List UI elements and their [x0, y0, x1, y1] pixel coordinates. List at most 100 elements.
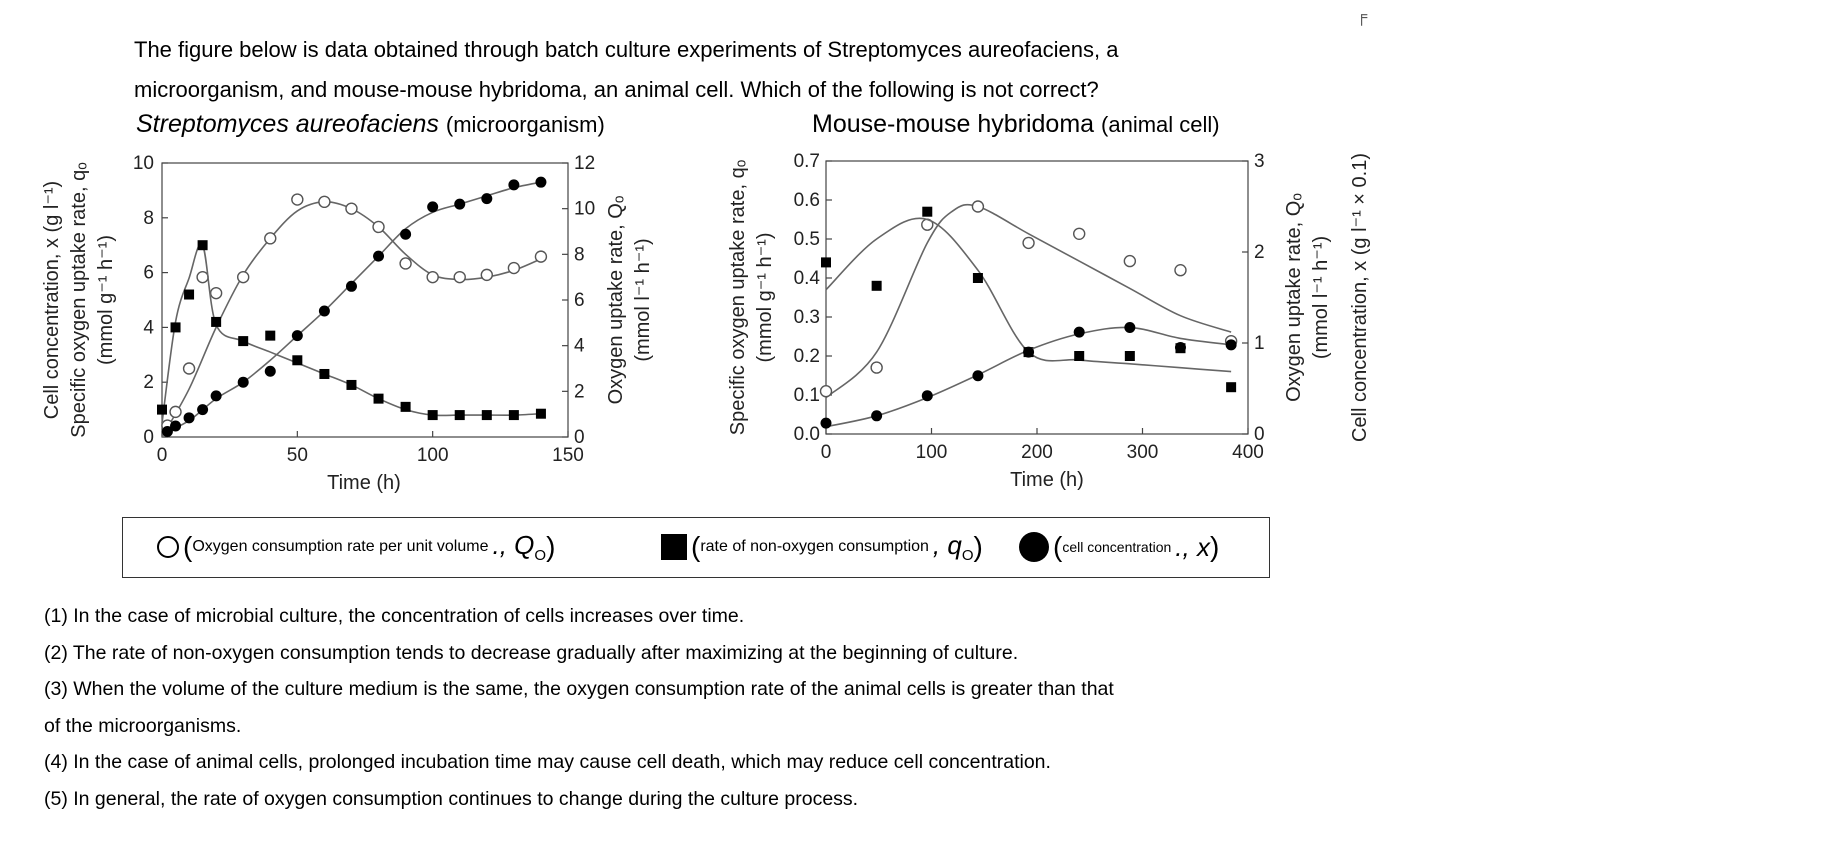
filled-circle-icon	[1019, 532, 1049, 562]
data-point-open-circle	[819, 385, 833, 398]
question-text: The figure below is data obtained throug…	[134, 30, 1254, 110]
y-left-tick-label: 0	[143, 427, 154, 448]
data-point-open-circle	[372, 220, 385, 234]
y-right-axis-label: (mmol l⁻¹ h⁻¹)	[1310, 236, 1332, 359]
data-point-square	[197, 240, 208, 251]
data-point-square	[400, 401, 411, 412]
data-point-filled-circle	[291, 330, 303, 342]
y-left-tick-label: 0.5	[794, 229, 820, 250]
x-tick-label: 150	[552, 445, 584, 466]
data-point-open-circle	[507, 261, 521, 275]
data-point-filled-circle	[427, 201, 439, 213]
legend-paren: (	[1053, 531, 1063, 562]
chart-right: 0 100 200 300 400 0.0 0.1 0.2 0.3 0.4 0.5 0.6 0.7 0 1 2…	[727, 151, 1371, 491]
y-left-axis-label: Cell concentration, x (g l⁻¹)	[41, 181, 63, 419]
y-right-tick-label: 1	[1254, 333, 1265, 354]
data-point-filled-circle	[481, 193, 493, 205]
x-tick-label: 300	[1127, 442, 1159, 463]
x-tick-label: 400	[1232, 442, 1264, 463]
legend-paren-close: )	[973, 531, 983, 562]
y-left-tick-label: 10	[133, 153, 154, 174]
y-right-secondary-axis-label: Cell concentration, x (g l⁻¹ × 0.1)	[1349, 153, 1371, 442]
question-line-2: microorganism, and mouse-mouse hybridoma…	[134, 77, 1099, 102]
data-point-filled-circle	[1124, 322, 1136, 334]
y-left-tick-label: 0.1	[794, 385, 820, 406]
data-point-filled-circle	[535, 176, 547, 188]
option-3: (3) When the volume of the culture mediu…	[44, 678, 1114, 700]
data-point-square	[1074, 351, 1085, 361]
data-point-square	[535, 408, 546, 419]
legend-item-specific-rate: ( rate of non-oxygen consumption , qO )	[661, 518, 983, 576]
x-tick-label: 100	[417, 445, 449, 466]
option-2: (2) The rate of non-oxygen consumption t…	[44, 641, 1019, 664]
data-point-filled-circle	[237, 376, 249, 388]
data-point-open-circle	[182, 362, 196, 375]
data-point-square	[972, 273, 983, 283]
answer-options: (1) In the case of microbial culture, th…	[44, 598, 1244, 817]
legend-symbol: , qO	[932, 529, 974, 565]
data-point-square	[292, 355, 303, 366]
legend-paren-close: )	[546, 531, 556, 562]
y-right-tick-label: 12	[574, 153, 595, 174]
data-point-square	[1124, 351, 1135, 361]
chart-title-left-sub: (microorganism)	[445, 112, 605, 137]
data-point-filled-circle	[972, 370, 984, 382]
data-point-open-circle	[1072, 227, 1086, 241]
data-point-filled-circle	[1225, 339, 1237, 351]
data-point-square	[211, 316, 222, 327]
y-left-tick-label: 2	[143, 372, 154, 393]
data-point-filled-circle	[1174, 342, 1186, 354]
data-point-filled-circle	[161, 426, 173, 438]
data-point-square	[238, 336, 249, 347]
y-right-tick-label: 2	[574, 381, 585, 402]
data-point-square	[373, 393, 384, 404]
y-right-tick-label: 0	[574, 427, 585, 448]
data-point-open-circle	[1123, 254, 1137, 268]
data-point-square	[427, 410, 438, 421]
data-point-open-circle	[870, 361, 883, 374]
data-point-square	[170, 322, 181, 333]
fit-line-Q_O	[825, 203, 1232, 399]
data-point-square	[265, 330, 276, 341]
legend-symbol: ., x	[1175, 531, 1210, 562]
chart-title-left-main: Streptomyces aureofaciens	[136, 110, 439, 138]
y-left-axis-label: Specific oxygen uptake rate, qₒ	[68, 162, 90, 438]
data-point-square	[346, 379, 357, 390]
fit-line-q_O	[161, 243, 541, 424]
data-point-filled-circle	[197, 404, 209, 416]
y-left-axis-label: (mmol g⁻¹ h⁻¹)	[754, 233, 776, 363]
y-right-axis-label: Oxygen uptake rate, Qₒ	[1283, 193, 1305, 402]
x-tick-label: 0	[157, 445, 168, 466]
data-point-open-circle	[264, 232, 277, 245]
data-point-square	[481, 410, 492, 421]
y-left-tick-label: 8	[143, 208, 154, 229]
data-point-open-circle	[291, 193, 304, 206]
legend-item-cell-concentration: ( cell concentration ., x )	[1019, 518, 1219, 576]
data-point-open-circle	[236, 270, 250, 284]
data-point-square	[821, 257, 831, 268]
data-point-open-circle	[169, 405, 182, 419]
data-point-open-circle	[1022, 236, 1035, 250]
data-point-open-circle	[345, 202, 358, 215]
y-left-tick-label: 0.7	[794, 151, 820, 172]
option-1: (1) In the case of microbial culture, th…	[44, 605, 745, 627]
data-point-square	[922, 206, 933, 217]
x-tick-label: 200	[1021, 442, 1053, 463]
data-point-square	[157, 404, 167, 415]
chart-title-left: Streptomyces aureofaciens (microorganism…	[136, 110, 605, 139]
data-point-filled-circle	[400, 228, 412, 240]
y-right-tick-label: 2	[1254, 242, 1265, 263]
y-left-tick-label: 0.0	[794, 424, 820, 445]
y-left-tick-label: 0.3	[794, 307, 820, 328]
data-point-filled-circle	[1023, 346, 1035, 358]
data-point-square	[319, 368, 330, 379]
legend-box: ( Oxygen consumption rate per unit volum…	[122, 517, 1270, 578]
y-left-tick-label: 6	[143, 263, 154, 284]
data-point-filled-circle	[318, 305, 330, 317]
legend-item-oxygen-uptake-rate: ( Oxygen consumption rate per unit volum…	[157, 518, 555, 576]
data-point-open-circle	[453, 270, 466, 284]
data-point-open-circle	[1174, 264, 1187, 277]
y-left-tick-label: 0.4	[794, 268, 821, 289]
data-point-filled-circle	[921, 390, 933, 402]
